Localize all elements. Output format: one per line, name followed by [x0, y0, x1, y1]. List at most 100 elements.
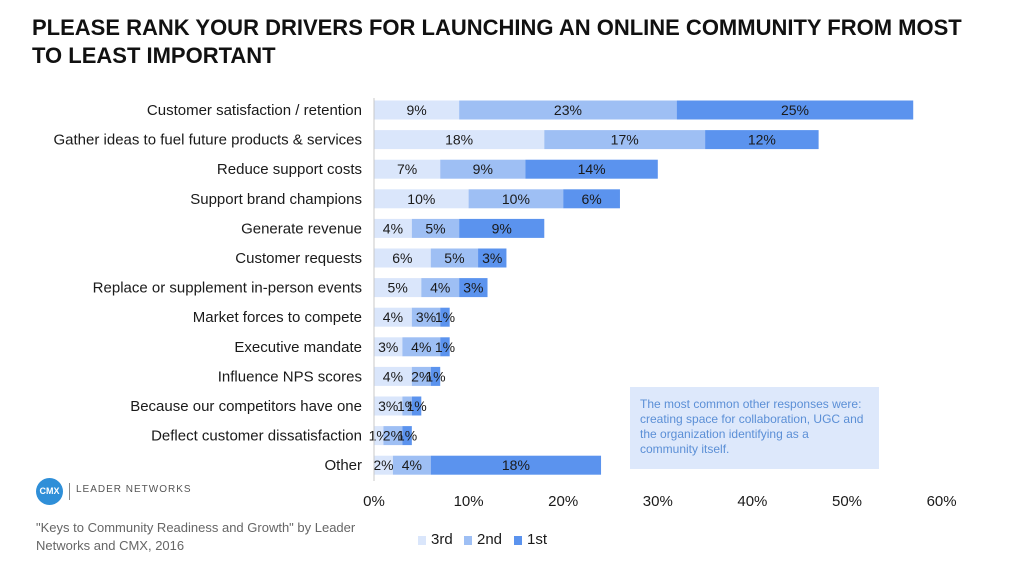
bar-segment-1st	[459, 218, 545, 238]
category-label: Support brand champions	[190, 191, 362, 208]
bar-segment-3rd	[374, 248, 431, 268]
bar-segment-1st	[525, 159, 658, 179]
data-label-3rd: 4%	[383, 220, 403, 236]
bar-segment-2nd	[468, 189, 564, 209]
bar-segment-1st	[676, 100, 914, 120]
category-label: Market forces to compete	[193, 309, 362, 326]
bar-segment-2nd	[392, 455, 431, 475]
bar-segment-3rd	[374, 130, 545, 150]
x-tick-label: 30%	[643, 493, 673, 510]
bar-segment-3rd	[374, 396, 403, 416]
category-label: Customer requests	[235, 250, 362, 267]
chart-title: PLEASE RANK YOUR DRIVERS FOR LAUNCHING A…	[32, 15, 962, 68]
data-label-2nd: 2%	[383, 428, 403, 444]
data-label-1st: 1%	[406, 398, 426, 414]
data-label-2nd: 3%	[416, 309, 436, 325]
data-label-3rd: 7%	[397, 161, 417, 177]
data-label-1st: 1%	[435, 339, 455, 355]
data-label-3rd: 9%	[406, 102, 426, 118]
annotation-note: The most common other responses were: cr…	[630, 387, 879, 469]
source-citation: "Keys to Community Readiness and Growth"…	[36, 520, 356, 553]
x-axis-ticks: 0% 10% 20% 30% 40% 50% 60%	[363, 493, 956, 510]
legend-label-3rd: 3rd	[431, 531, 453, 548]
logo-text: LEADER NETWORKS	[76, 484, 192, 495]
data-label-3rd: 3%	[378, 398, 398, 414]
legend-swatch-3rd	[418, 536, 426, 545]
category-label: Gather ideas to fuel future products & s…	[54, 132, 363, 149]
bar-segment-2nd	[402, 396, 412, 416]
category-label: Reduce support costs	[217, 161, 362, 178]
category-label: Other	[324, 457, 362, 474]
bar-segment-3rd	[374, 189, 469, 209]
data-label-2nd: 4%	[402, 457, 422, 473]
data-label-3rd: 18%	[445, 132, 473, 148]
data-label-2nd: 23%	[554, 102, 582, 118]
category-label: Executive mandate	[234, 339, 362, 356]
category-label: Influence NPS scores	[218, 368, 362, 385]
x-tick-label: 50%	[832, 493, 862, 510]
bar-segment-2nd	[402, 337, 441, 357]
bar-segment-2nd	[411, 218, 460, 238]
x-tick-label: 10%	[454, 493, 484, 510]
category-labels: Customer satisfaction / retention Gather …	[54, 102, 363, 474]
bar-segment-3rd	[374, 159, 441, 179]
data-label-1st: 1%	[425, 368, 445, 384]
legend-swatch-1st	[514, 536, 522, 545]
data-label-3rd: 3%	[378, 339, 398, 355]
data-label-1st: 12%	[748, 132, 776, 148]
data-label-1st: 1%	[435, 309, 455, 325]
bar-segment-1st	[402, 426, 412, 446]
bar-segment-3rd	[374, 337, 403, 357]
data-label-2nd: 2%	[411, 368, 431, 384]
data-label-1st: 25%	[781, 102, 809, 118]
category-label: Customer satisfaction / retention	[147, 102, 362, 119]
bar-segment-3rd	[374, 100, 460, 120]
data-label-3rd: 6%	[392, 250, 412, 266]
bar-segment-3rd	[374, 426, 384, 446]
bar-segment-3rd	[374, 278, 422, 298]
bar-segment-3rd	[374, 455, 393, 475]
data-label-2nd: 17%	[611, 132, 639, 148]
cmx-badge-icon: CMX	[36, 478, 63, 505]
legend-swatch-2nd	[464, 536, 472, 545]
x-tick-label: 0%	[363, 493, 385, 510]
data-label-1st: 18%	[502, 457, 530, 473]
bar-segment-2nd	[411, 307, 441, 327]
data-label-3rd: 10%	[407, 191, 435, 207]
bar-segment-1st	[430, 455, 602, 475]
bar-segment-3rd	[374, 366, 412, 386]
x-tick-label: 60%	[927, 493, 957, 510]
bar-segment-2nd	[421, 278, 460, 298]
data-label-3rd: 5%	[388, 280, 408, 296]
data-label-2nd: 5%	[425, 220, 445, 236]
bar-segment-1st	[411, 396, 422, 416]
data-label-1st: 3%	[482, 250, 502, 266]
bars: 9% 23% 25% 18% 17% 12% 7% 9% 14% 10% 10% 6% 4% 5% 9% 6%…	[369, 100, 914, 475]
bar-segment-3rd	[374, 218, 412, 238]
bar-segment-2nd	[459, 100, 677, 120]
data-label-1st: 3%	[463, 280, 483, 296]
data-label-2nd: 4%	[430, 280, 450, 296]
bar-segment-1st	[459, 278, 488, 298]
category-label: Replace or supplement in-person events	[93, 280, 362, 297]
data-label-2nd: 5%	[444, 250, 464, 266]
bar-segment-2nd	[430, 248, 479, 268]
data-label-3rd: 4%	[383, 309, 403, 325]
data-label-1st: 14%	[578, 161, 606, 177]
data-label-2nd: 9%	[473, 161, 493, 177]
legend-label-1st: 1st	[527, 531, 548, 548]
data-label-1st: 6%	[581, 191, 601, 207]
bar-segment-2nd	[411, 366, 431, 386]
data-label-2nd: 10%	[502, 191, 530, 207]
bar-segment-1st	[440, 337, 450, 357]
bar-segment-1st	[705, 130, 819, 150]
bar-segment-1st	[430, 366, 441, 386]
bar-segment-3rd	[374, 307, 412, 327]
data-label-3rd: 2%	[373, 457, 393, 473]
data-label-3rd: 4%	[383, 368, 403, 384]
x-tick-label: 20%	[548, 493, 578, 510]
legend-label-2nd: 2nd	[477, 531, 503, 548]
data-label-1st: 9%	[492, 220, 512, 236]
bar-segment-2nd	[383, 426, 403, 446]
